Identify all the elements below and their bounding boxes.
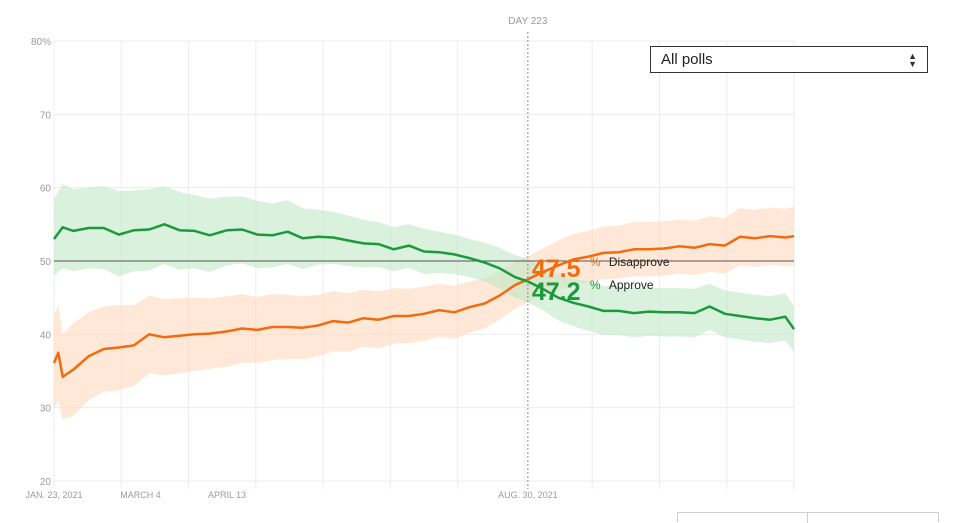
value-readout: 47.5 % Disapprove 47.2 % Approve [532, 255, 670, 306]
y-tick-label: 30 [40, 404, 52, 415]
bottom-panel-divider [807, 513, 808, 523]
approve-line [52, 223, 796, 330]
disapprove-line [52, 234, 795, 379]
poll-filter-select[interactable]: All polls ▲ ▼ [650, 46, 928, 73]
disapprove-label: Disapprove [609, 255, 670, 269]
approve-unit: % [590, 278, 601, 292]
y-axis-ticks: 20 30 40 50 60 70 80% [31, 37, 51, 488]
x-tick-label: MARCH 4 [120, 490, 161, 500]
x-axis-ticks: JAN. 23, 2021 MARCH 4 APRIL 13 AUG. 30, 202… [25, 490, 557, 500]
x-tick-label: APRIL 13 [208, 490, 246, 500]
day-marker[interactable]: DAY 223 [508, 16, 548, 489]
up-down-arrows-icon: ▲ ▼ [908, 50, 917, 69]
y-tick-label: 40 [40, 330, 52, 341]
approve-value: 47.2 [532, 278, 581, 306]
y-tick-label: 70 [40, 110, 52, 121]
x-tick-label: AUG. 30, 2021 [498, 490, 558, 500]
y-tick-label: 80% [31, 37, 51, 48]
day-marker-label: DAY 223 [508, 16, 548, 27]
approve-label: Approve [609, 278, 654, 292]
disapprove-unit: % [590, 255, 601, 269]
bottom-panel-edge [677, 512, 939, 523]
disapprove-value: 47.5 [532, 255, 581, 283]
confidence-bands [54, 184, 794, 420]
x-tick-label: JAN. 23, 2021 [25, 490, 82, 500]
y-tick-label: 50 [40, 257, 52, 268]
y-tick-label: 20 [40, 477, 52, 488]
y-tick-label: 60 [40, 184, 52, 195]
poll-filter-value: All polls [661, 51, 713, 68]
series-lines [52, 223, 796, 379]
